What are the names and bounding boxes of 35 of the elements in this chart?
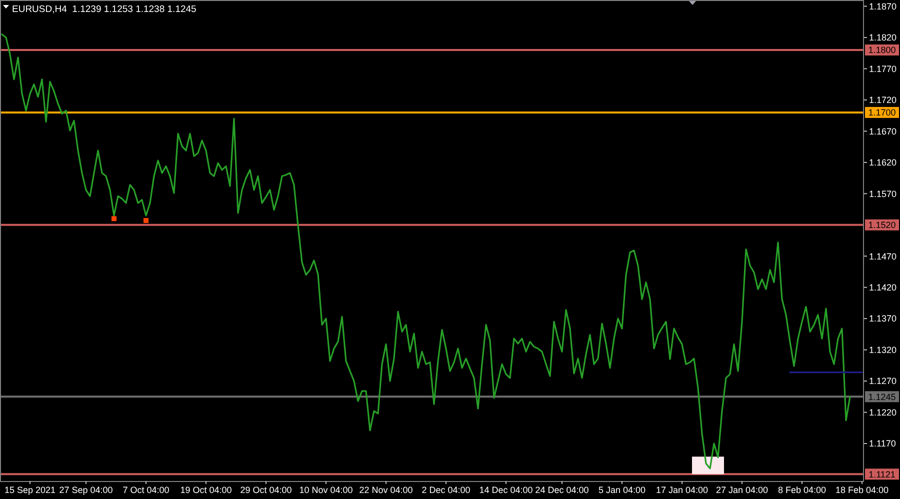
- x-tick-label: 29 Oct 04:00: [240, 485, 292, 495]
- y-tick-label: 1.1220: [869, 407, 897, 418]
- y-tick-label: 1.1170: [869, 438, 896, 449]
- y-tick-label: 1.1620: [869, 158, 897, 168]
- x-tick-label: 27 Sep 04:00: [59, 485, 113, 495]
- x-tick-label: 17 Jan 04:00: [656, 485, 708, 495]
- x-tick-label: 2 Dec 04:00: [422, 485, 470, 495]
- y-tick-label: 1.1470: [869, 251, 897, 262]
- y-tick-label: 1.1820: [869, 32, 897, 43]
- x-tick-label: 19 Oct 04:00: [180, 485, 232, 495]
- x-tick-label: 14 Dec 04:00: [479, 485, 533, 495]
- ref-line-label: 1.1700: [868, 108, 896, 118]
- ref-line-label: 1.1800: [868, 45, 896, 56]
- y-tick-label: 1.1870: [869, 1, 897, 12]
- ref-line-label: 1.1520: [868, 220, 896, 230]
- y-tick-label: 1.1320: [869, 344, 897, 355]
- x-tick-label: 10 Nov 04:00: [299, 485, 353, 495]
- x-tick-label: 5 Jan 04:00: [598, 485, 646, 495]
- x-tick-label: 7 Oct 04:00: [122, 485, 170, 495]
- x-tick-label: 15 Sep 2021: [4, 485, 56, 495]
- y-tick-label: 1.1370: [869, 314, 897, 324]
- x-tick-label: 24 Dec 04:00: [535, 485, 589, 495]
- y-tick-label: 1.1420: [869, 282, 897, 292]
- x-tick-label: 8 Feb 04:00: [778, 485, 826, 495]
- x-tick-label: 27 Jan 04:00: [716, 485, 768, 495]
- x-tick-label: 22 Nov 04:00: [359, 485, 413, 495]
- y-tick-label: 1.1270: [869, 376, 897, 386]
- y-tick-label: 1.1570: [869, 188, 897, 199]
- ref-line-label: 1.1245: [868, 392, 896, 402]
- ref-line-label: 1.1121: [868, 469, 896, 480]
- y-tick-label: 1.1770: [869, 64, 897, 74]
- y-tick-label: 1.1670: [869, 126, 897, 136]
- text: EURUSD,H4 1.1239 1.1253 1.1238 1.1245: [12, 4, 196, 15]
- x-tick-label: 18 Feb 04:00: [835, 485, 889, 495]
- y-tick-label: 1.1720: [869, 95, 897, 106]
